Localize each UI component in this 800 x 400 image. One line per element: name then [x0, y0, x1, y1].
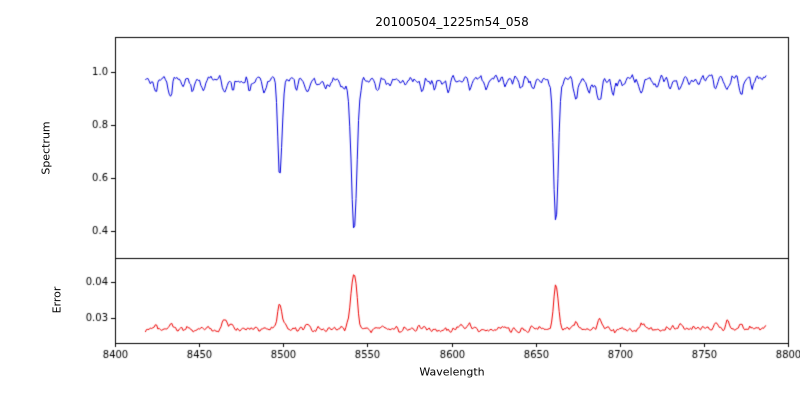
chart-title: 20100504_1225m54_058	[375, 15, 529, 29]
x-axis-label: Wavelength	[419, 365, 485, 379]
error-y-axis-label: Error	[50, 286, 64, 314]
spectrum-y-axis-label: Spectrum	[39, 121, 53, 175]
